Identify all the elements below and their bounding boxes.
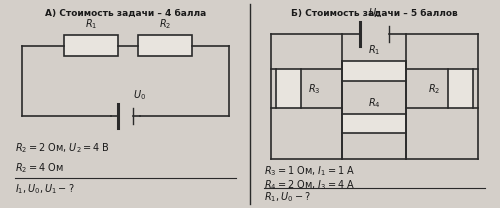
FancyBboxPatch shape	[138, 35, 192, 56]
FancyBboxPatch shape	[342, 61, 406, 81]
Text: $R_2 = 4$ Ом: $R_2 = 4$ Ом	[15, 161, 64, 175]
Text: Б) Стоимость задачи – 5 баллов: Б) Стоимость задачи – 5 баллов	[291, 9, 458, 18]
Text: $R_4 = 2$ Ом, $I_3 = 4$ А: $R_4 = 2$ Ом, $I_3 = 4$ А	[264, 178, 355, 192]
Text: $R_2 = 2$ Ом, $U_2 = 4$ В: $R_2 = 2$ Ом, $U_2 = 4$ В	[15, 141, 110, 155]
Text: $U_0$: $U_0$	[368, 6, 381, 20]
FancyBboxPatch shape	[448, 69, 472, 108]
Text: $R_4$: $R_4$	[368, 96, 380, 110]
Text: $U_0$: $U_0$	[133, 88, 146, 102]
FancyBboxPatch shape	[342, 114, 406, 134]
FancyBboxPatch shape	[276, 69, 300, 108]
Text: А) Стоимость задачи – 4 балла: А) Стоимость задачи – 4 балла	[45, 9, 206, 18]
Text: $R_1$: $R_1$	[85, 17, 98, 31]
Text: $R_1, U_0 - ?$: $R_1, U_0 - ?$	[264, 190, 310, 204]
Text: $R_3 = 1$ Ом, $I_1 = 1$ А: $R_3 = 1$ Ом, $I_1 = 1$ А	[264, 165, 355, 178]
Text: $I_1, U_0, U_1 - ?$: $I_1, U_0, U_1 - ?$	[15, 182, 74, 196]
Text: $R_1$: $R_1$	[368, 44, 380, 57]
Text: $R_2$: $R_2$	[428, 82, 440, 95]
Text: $R_3$: $R_3$	[308, 82, 320, 95]
Text: $R_2$: $R_2$	[159, 17, 171, 31]
FancyBboxPatch shape	[64, 35, 118, 56]
